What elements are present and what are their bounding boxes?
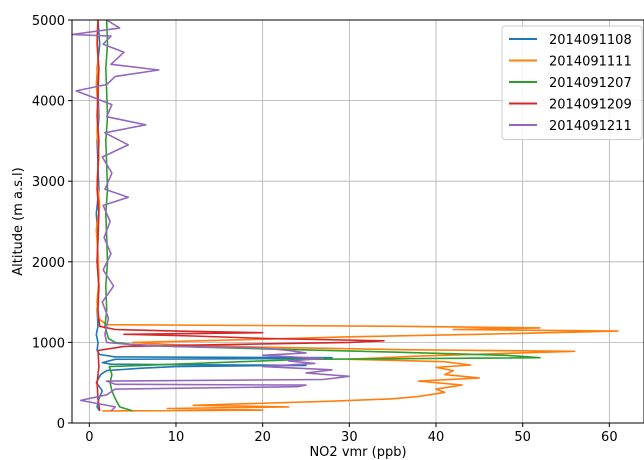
y-tick-label: 5000	[32, 14, 65, 29]
y-tick-label: 2000	[32, 256, 65, 271]
legend: 2014091108 2014091111 2014091207 2014091209…	[501, 25, 643, 140]
series-lines	[71, 19, 619, 412]
series-line-2014091111	[95, 19, 619, 412]
plot-frame	[71, 19, 644, 424]
x-tick-label: 60	[601, 430, 618, 445]
legend-label: 2014091108	[549, 33, 632, 48]
y-tick-label: 4000	[32, 95, 65, 110]
y-tick-label: 3000	[32, 175, 65, 190]
legend-label: 2014091207	[549, 76, 632, 91]
x-tick-label: 10	[168, 430, 185, 445]
series-line-2014091207	[104, 19, 541, 412]
y-tick-label: 0	[57, 417, 65, 432]
x-tick-label: 0	[85, 430, 93, 445]
x-tick-label: 40	[428, 430, 445, 445]
legend-label: 2014091111	[549, 55, 632, 70]
x-axis-label: NO2 vmr (ppb)	[309, 445, 406, 460]
legend-label: 2014091211	[549, 119, 632, 134]
y-tick-label: 1000	[32, 336, 65, 351]
x-tick-label: 20	[254, 430, 271, 445]
series-line-2014091211	[71, 19, 351, 412]
x-tick-label: 50	[514, 430, 531, 445]
legend-box	[501, 25, 643, 140]
legend-label: 2014091209	[549, 98, 632, 113]
x-tick-label: 30	[341, 430, 358, 445]
axis-ticks: 0 10 20 30 40 50 60 0 1000 2000 3000 4000 5000	[32, 14, 618, 445]
y-axis-label: Altitude (m a.s.l)	[11, 167, 26, 276]
series-line-2014091209	[96, 19, 385, 412]
